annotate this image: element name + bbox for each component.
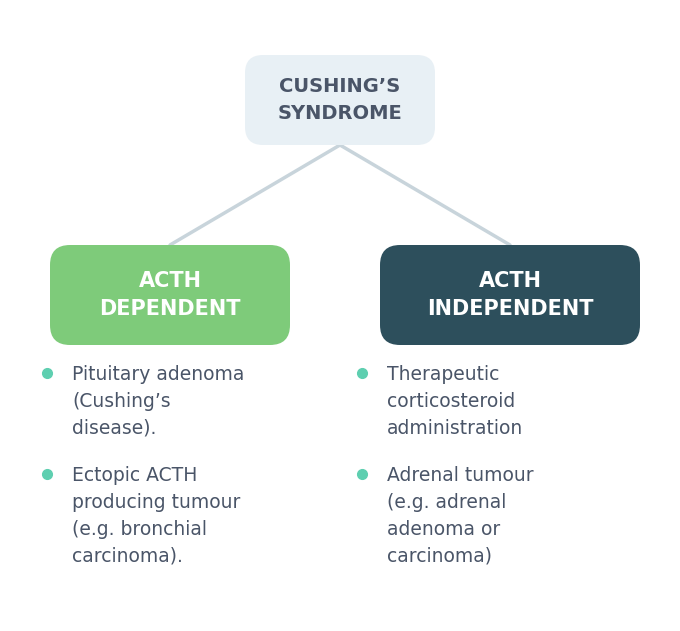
Text: administration: administration [387,419,523,438]
Text: (e.g. adrenal: (e.g. adrenal [387,493,507,512]
Text: ACTH
DEPENDENT: ACTH DEPENDENT [99,271,241,319]
FancyBboxPatch shape [380,245,640,345]
Text: (Cushing’s: (Cushing’s [72,392,171,411]
Text: producing tumour: producing tumour [72,493,240,512]
FancyBboxPatch shape [245,55,435,145]
Text: Ectopic ACTH: Ectopic ACTH [72,466,197,485]
FancyBboxPatch shape [50,245,290,345]
Text: Pituitary adenoma: Pituitary adenoma [72,365,244,384]
Text: Adrenal tumour: Adrenal tumour [387,466,534,485]
Text: ACTH
INDEPENDENT: ACTH INDEPENDENT [427,271,593,319]
Text: corticosteroid: corticosteroid [387,392,515,411]
Text: CUSHING’S
SYNDROME: CUSHING’S SYNDROME [277,77,403,123]
Text: (e.g. bronchial: (e.g. bronchial [72,520,207,539]
Text: carcinoma).: carcinoma). [72,547,183,566]
Text: disease).: disease). [72,419,156,438]
Text: adenoma or: adenoma or [387,520,500,539]
Text: carcinoma): carcinoma) [387,547,492,566]
Text: Therapeutic: Therapeutic [387,365,499,384]
